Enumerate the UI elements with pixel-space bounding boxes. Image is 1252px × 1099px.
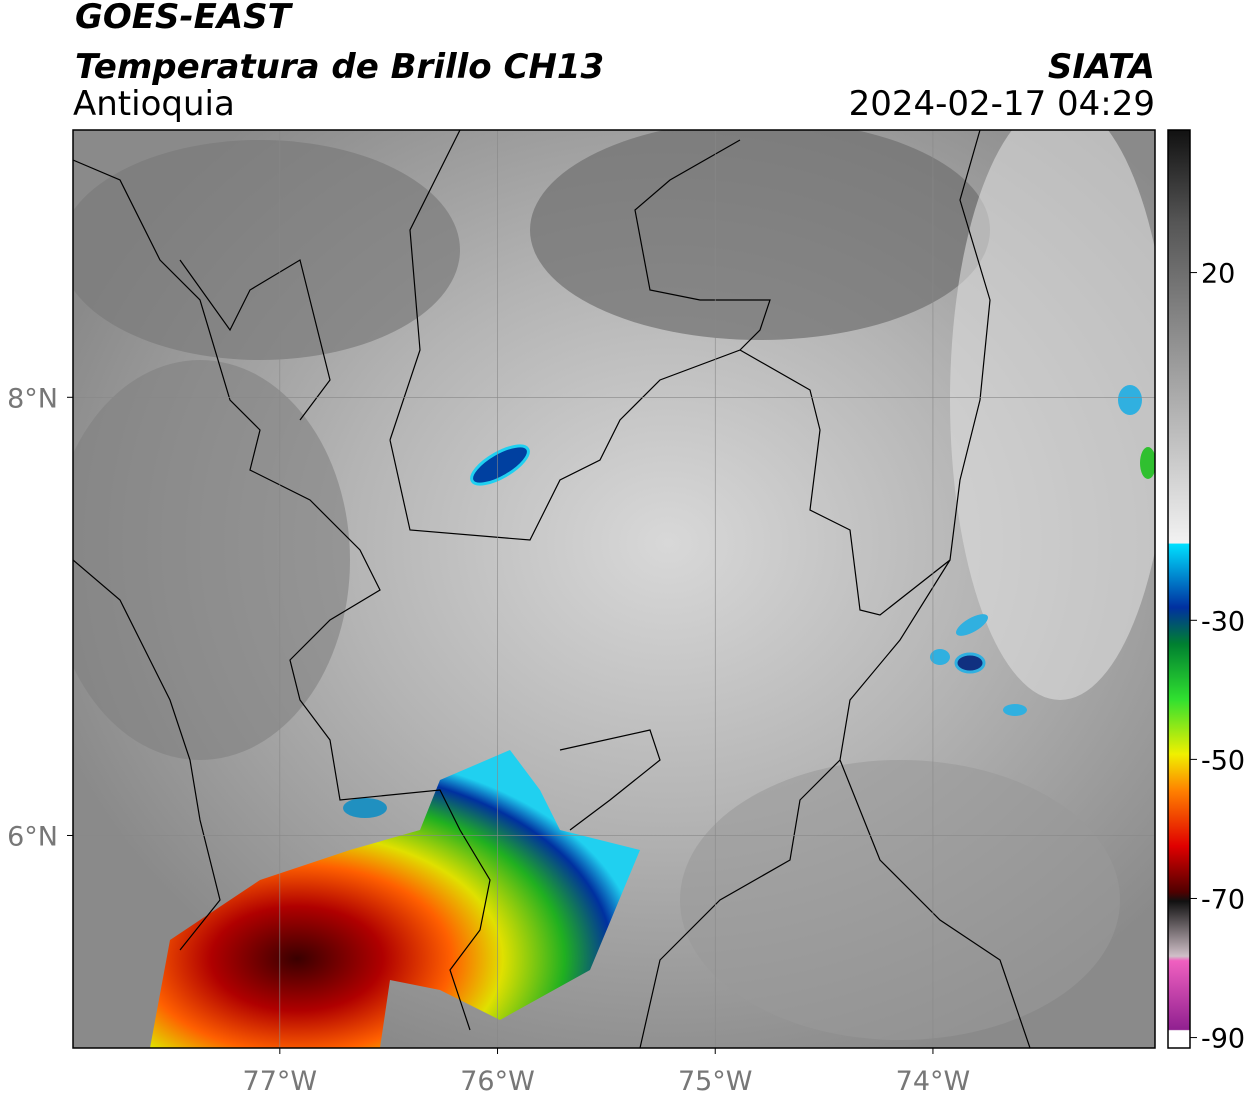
boundary: [73, 159, 661, 1031]
map-image: [73, 130, 1155, 1048]
colorbar-tick-label: -90: [1201, 1024, 1245, 1055]
boundary: [639, 559, 1031, 1048]
boundary: [739, 130, 991, 616]
cloud-area: [73, 360, 350, 760]
cold-spot: [1118, 385, 1142, 415]
y-tick-label: 8°N: [7, 383, 58, 414]
cold-spot: [956, 614, 988, 636]
cold-spot: [954, 652, 986, 674]
cold-spot: [930, 649, 950, 665]
cold-spot: [1003, 704, 1027, 716]
boundary: [73, 559, 221, 951]
x-tick-label: 74°W: [896, 1066, 971, 1097]
source: SIATA: [1048, 47, 1155, 87]
storm-cell: [150, 750, 640, 1048]
cloud-area: [530, 130, 990, 340]
colorbar-tick-label: 20: [1201, 259, 1235, 290]
cold-spot: [343, 798, 387, 818]
x-tick-label: 77°W: [243, 1066, 318, 1097]
colorbar-tick-label: -70: [1201, 884, 1245, 915]
cold-spot: [1140, 447, 1155, 479]
cloud-area: [950, 130, 1155, 700]
cold-spot: [470, 444, 530, 486]
region: Antioquia: [73, 84, 235, 124]
y-tick-label: 6°N: [7, 821, 58, 852]
x-tick-label: 75°W: [678, 1066, 753, 1097]
cloud-area: [680, 760, 1120, 1040]
datetime: 2024-02-17 04:29: [849, 84, 1155, 124]
coast: [179, 259, 331, 421]
colorbar-tick-label: -30: [1201, 606, 1245, 637]
map-frame: [72, 129, 1156, 1049]
title: GOES-EAST: [75, 0, 294, 37]
subtitle: Temperatura de Brillo CH13: [75, 47, 604, 87]
cloud-area: [73, 140, 460, 360]
x-tick-label: 76°W: [460, 1066, 535, 1097]
colorbar-tick-label: -50: [1201, 745, 1245, 776]
colorbar: [1167, 129, 1191, 1049]
grid: [73, 130, 1155, 1048]
